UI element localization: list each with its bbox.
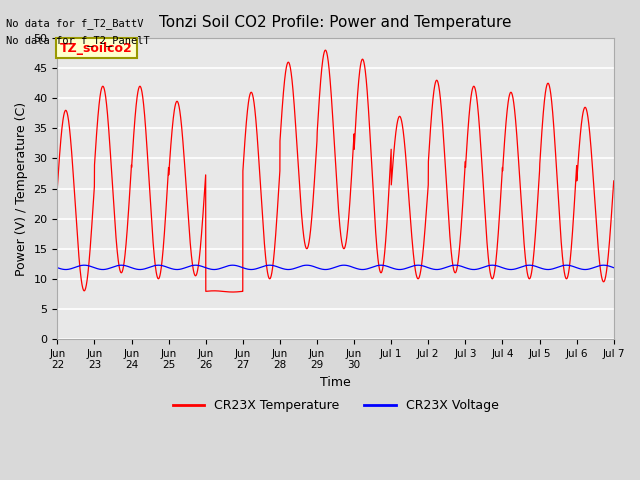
- Text: No data for f_T2_BattV: No data for f_T2_BattV: [6, 18, 144, 29]
- X-axis label: Time: Time: [320, 376, 351, 389]
- Title: Tonzi Soil CO2 Profile: Power and Temperature: Tonzi Soil CO2 Profile: Power and Temper…: [159, 15, 512, 30]
- Text: No data for f_T2_PanelT: No data for f_T2_PanelT: [6, 35, 150, 46]
- Text: TZ_soilco2: TZ_soilco2: [60, 42, 133, 55]
- Y-axis label: Power (V) / Temperature (C): Power (V) / Temperature (C): [15, 101, 28, 276]
- Legend: CR23X Temperature, CR23X Voltage: CR23X Temperature, CR23X Voltage: [168, 394, 504, 417]
